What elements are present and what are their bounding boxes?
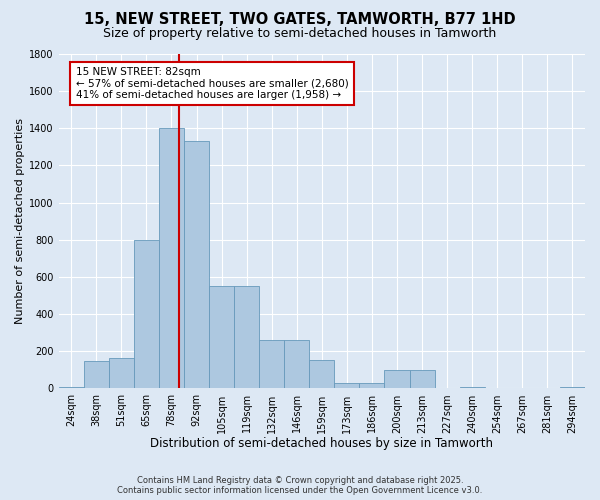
Text: 15 NEW STREET: 82sqm
← 57% of semi-detached houses are smaller (2,680)
41% of se: 15 NEW STREET: 82sqm ← 57% of semi-detac… (76, 67, 349, 100)
Bar (309, 360, 334, 388)
Bar (460, 386, 485, 388)
Bar (385, 370, 410, 388)
Bar (184, 142, 209, 388)
Y-axis label: Number of semi-detached properties: Number of semi-detached properties (15, 118, 25, 324)
Bar (359, 383, 385, 388)
Bar (59, 386, 84, 388)
Bar (410, 370, 434, 388)
Text: Size of property relative to semi-detached houses in Tamworth: Size of property relative to semi-detach… (103, 28, 497, 40)
Bar (234, 286, 259, 388)
Bar (209, 286, 234, 388)
Text: 15, NEW STREET, TWO GATES, TAMWORTH, B77 1HD: 15, NEW STREET, TWO GATES, TAMWORTH, B77… (84, 12, 516, 28)
Bar (109, 358, 134, 388)
Bar (560, 386, 585, 388)
Bar (134, 240, 159, 388)
Bar (259, 340, 284, 388)
X-axis label: Distribution of semi-detached houses by size in Tamworth: Distribution of semi-detached houses by … (151, 437, 493, 450)
Bar (159, 128, 184, 388)
Bar (334, 383, 359, 388)
Bar (284, 340, 309, 388)
Text: Contains HM Land Registry data © Crown copyright and database right 2025.
Contai: Contains HM Land Registry data © Crown c… (118, 476, 482, 495)
Bar (84, 360, 109, 388)
